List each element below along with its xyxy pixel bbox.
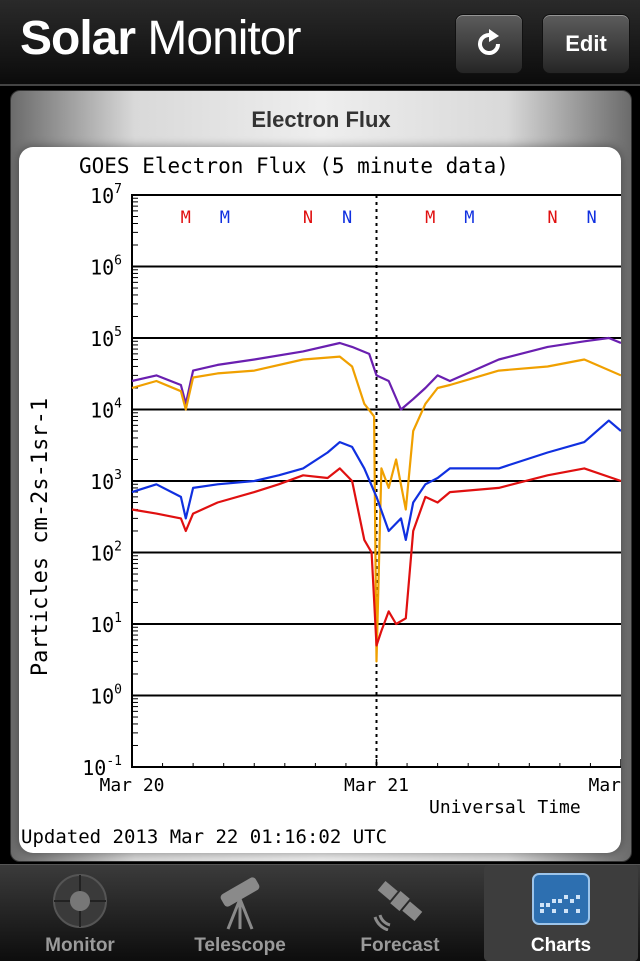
y-tick-label: 105 — [90, 325, 122, 351]
tab-charts[interactable]: Charts — [484, 865, 638, 961]
tab-telescope-label: Telescope — [194, 935, 286, 956]
tab-bar: Monitor Telescope Forecast — [0, 864, 640, 961]
chart-title: GOES Electron Flux (5 minute data) — [79, 154, 509, 178]
y-tick-label: 102 — [90, 540, 122, 566]
refresh-button[interactable] — [455, 14, 523, 74]
series-line-1 — [131, 355, 621, 663]
x-tick-label: Mar 21 — [344, 775, 409, 796]
panel-title: Electron Flux — [251, 107, 391, 132]
nav-bar: Solar Monitor Edit — [0, 0, 640, 86]
edit-button[interactable]: Edit — [542, 14, 630, 74]
refresh-icon — [478, 29, 500, 55]
tab-forecast-label: Forecast — [360, 935, 440, 956]
marker-label: M — [425, 208, 435, 228]
updated-timestamp: Updated 2013 Mar 22 01:16:02 UTC — [21, 826, 387, 848]
telescope-icon — [220, 877, 260, 930]
tab-forecast[interactable]: Forecast — [320, 865, 480, 961]
tab-charts-label: Charts — [530, 935, 592, 956]
series-line-3 — [131, 467, 621, 647]
marker-label: M — [220, 208, 230, 228]
chart-xlabel: Universal Time — [429, 797, 581, 818]
marker-label: N — [547, 208, 557, 228]
satellite-icon — [373, 880, 423, 931]
y-tick-label: 103 — [90, 468, 122, 494]
tab-monitor-label: Monitor — [45, 935, 115, 956]
y-tick-label: 10-1 — [82, 754, 122, 780]
chart-ylabel: Particles cm-2s-1sr-1 — [28, 398, 53, 676]
y-tick-label: 101 — [90, 611, 122, 637]
series-line-0 — [131, 336, 621, 411]
x-tick-label: Mar — [588, 775, 621, 796]
chart-panel: Electron Flux GOES Electron Flux (5 minu… — [10, 90, 632, 862]
marker-label: M — [464, 208, 474, 228]
chart-icon — [532, 873, 590, 925]
marker-label: N — [342, 208, 352, 228]
app-title: Solar Monitor — [20, 12, 301, 65]
y-tick-label: 104 — [90, 397, 122, 423]
y-tick-label: 106 — [90, 254, 122, 280]
marker-label: M — [181, 208, 191, 228]
electron-flux-chart: GOES Electron Flux (5 minute data) Parti… — [19, 147, 621, 853]
x-tick-label: Mar 20 — [99, 775, 164, 796]
marker-label: N — [587, 208, 597, 228]
sun-disc-icon — [53, 874, 107, 928]
y-tick-label: 107 — [90, 182, 122, 208]
chart-svg: GOES Electron Flux (5 minute data) Parti… — [21, 154, 621, 848]
tab-monitor[interactable]: Monitor — [0, 865, 160, 961]
series-line-2 — [131, 419, 621, 541]
tab-telescope[interactable]: Telescope — [160, 865, 320, 961]
y-tick-label: 100 — [90, 683, 122, 709]
marker-label: N — [303, 208, 313, 228]
